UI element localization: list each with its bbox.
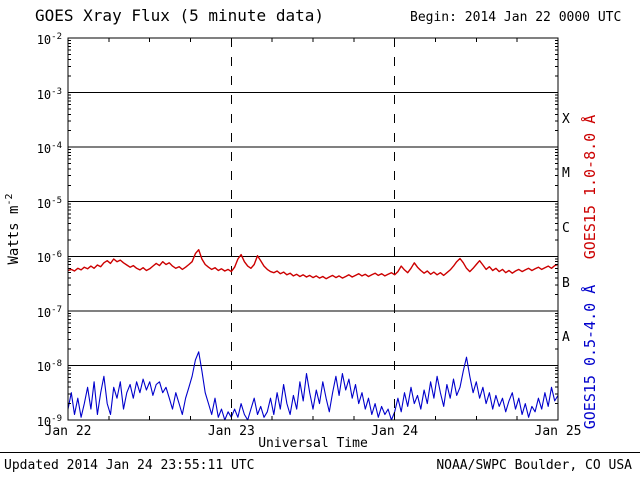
y-axis-title: Watts m-2: [4, 193, 22, 264]
noaa-credit: NOAA/SWPC Boulder, CO USA: [436, 458, 632, 473]
series-label-short-wavelength: GOES15 0.5-4.0 Å: [581, 284, 599, 430]
series-label-long-wavelength: GOES15 1.0-8.0 Å: [581, 114, 599, 260]
plot-frame: [67, 37, 559, 421]
x-axis-title: Universal Time: [258, 436, 368, 451]
footer-divider: [0, 452, 640, 453]
series-line-long-wavelength: [67, 248, 559, 280]
begin-timestamp: Begin: 2014 Jan 22 0000 UTC: [410, 10, 622, 25]
updated-timestamp: Updated 2014 Jan 24 23:55:11 UTC: [4, 458, 255, 473]
y-axis-title-text: Watts m: [5, 205, 22, 265]
chart-title: GOES Xray Flux (5 minute data): [35, 6, 324, 25]
series-line-short-wavelength: [67, 351, 559, 421]
y-axis-title-exponent: -2: [4, 193, 16, 206]
